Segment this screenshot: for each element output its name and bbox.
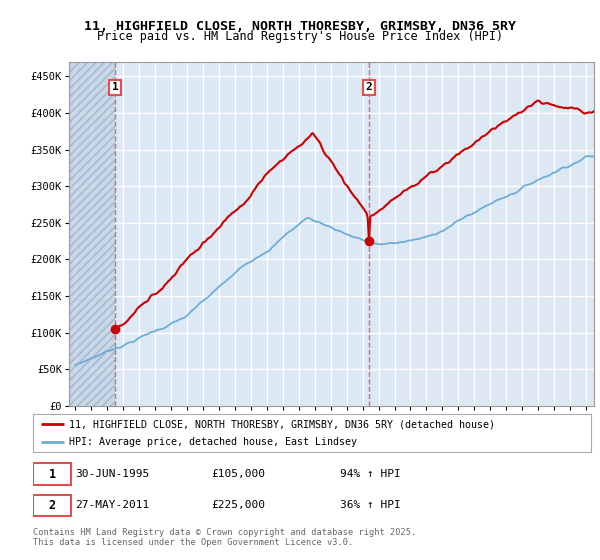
Text: 27-MAY-2011: 27-MAY-2011: [75, 500, 149, 510]
Text: 30-JUN-1995: 30-JUN-1995: [75, 469, 149, 479]
Text: 94% ↑ HPI: 94% ↑ HPI: [340, 469, 401, 479]
Text: 2: 2: [49, 498, 56, 512]
FancyBboxPatch shape: [33, 464, 71, 484]
Text: 11, HIGHFIELD CLOSE, NORTH THORESBY, GRIMSBY, DN36 5RY (detached house): 11, HIGHFIELD CLOSE, NORTH THORESBY, GRI…: [69, 419, 495, 429]
Text: £105,000: £105,000: [212, 469, 266, 479]
Text: 1: 1: [49, 468, 56, 480]
Text: HPI: Average price, detached house, East Lindsey: HPI: Average price, detached house, East…: [69, 437, 357, 447]
Text: 1: 1: [112, 82, 119, 92]
Text: 11, HIGHFIELD CLOSE, NORTH THORESBY, GRIMSBY, DN36 5RY: 11, HIGHFIELD CLOSE, NORTH THORESBY, GRI…: [84, 20, 516, 32]
Bar: [69, 62, 115, 406]
Text: £225,000: £225,000: [212, 500, 266, 510]
Text: Contains HM Land Registry data © Crown copyright and database right 2025.
This d: Contains HM Land Registry data © Crown c…: [33, 528, 416, 547]
Bar: [69, 62, 115, 406]
Text: Price paid vs. HM Land Registry's House Price Index (HPI): Price paid vs. HM Land Registry's House …: [97, 30, 503, 43]
FancyBboxPatch shape: [33, 494, 71, 516]
Text: 36% ↑ HPI: 36% ↑ HPI: [340, 500, 401, 510]
Text: 2: 2: [365, 82, 373, 92]
